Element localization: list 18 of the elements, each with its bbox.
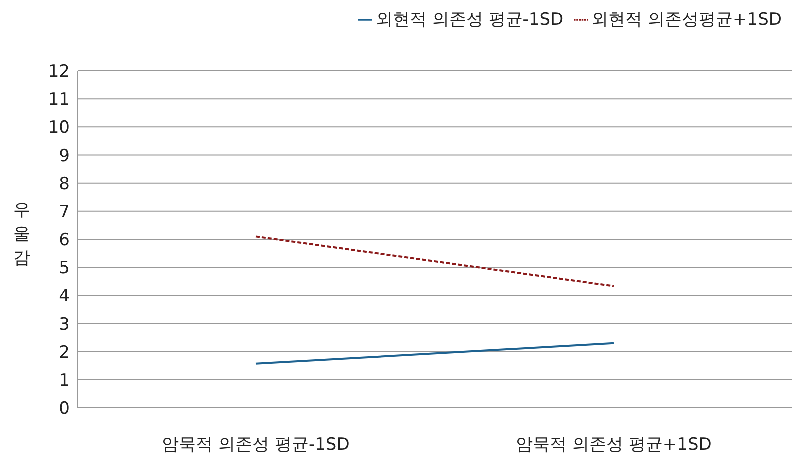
x-tick-label: 암묵적 의존성 평균-1SD	[162, 435, 350, 456]
y-tick-label: 6	[59, 230, 70, 251]
y-tick-label: 5	[59, 258, 70, 279]
legend-label: 외현적 의존성 평균-1SD	[376, 10, 564, 30]
y-tick-label: 4	[59, 286, 70, 307]
y-tick-label: 2	[59, 342, 70, 363]
y-tick-label: 10	[48, 118, 70, 138]
y-tick-label: 11	[48, 90, 70, 110]
y-tick-label: 3	[59, 314, 70, 335]
y-tick-label: 8	[59, 174, 70, 194]
y-tick-label: 7	[59, 202, 70, 222]
y-axis-title: 우울감	[14, 200, 30, 268]
legend-label: 외현적 의존성평균+1SD	[592, 10, 782, 30]
y-tick-label: 1	[59, 370, 70, 391]
y-tick-label: 0	[59, 399, 70, 420]
y-tick-label: 9	[59, 146, 70, 166]
y-tick-label: 12	[48, 62, 70, 82]
x-tick-label: 암묵적 의존성 평균+1SD	[516, 435, 712, 456]
